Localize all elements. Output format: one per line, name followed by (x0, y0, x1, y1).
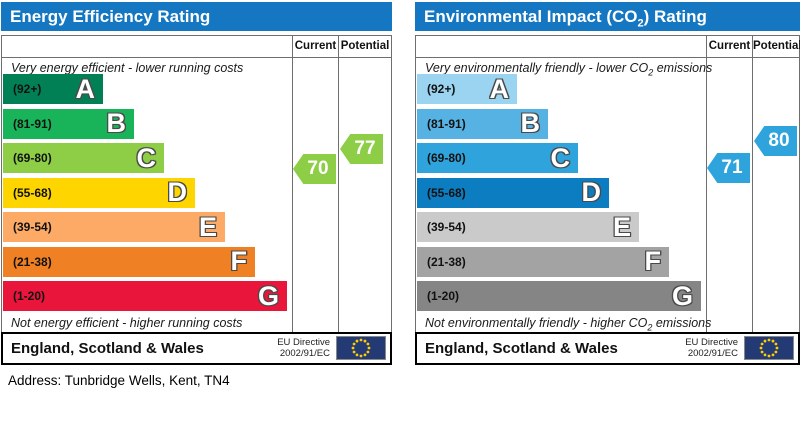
band-grade-letter: F (230, 246, 248, 276)
energy-efficiency-chart: Energy Efficiency Rating Current Potenti… (1, 2, 392, 365)
band-grade-letter: G (257, 280, 279, 311)
band-range-label: (81-91) (427, 116, 466, 131)
rating-band-c: (69-80) C (3, 143, 164, 173)
band-grade-letter: A (489, 73, 510, 104)
rating-band-f: (21-38) F (3, 246, 255, 277)
current-column-divider (292, 36, 293, 333)
eu-flag-icon (744, 336, 794, 360)
band-range-label: (39-54) (13, 220, 52, 234)
current-column-header: Current (294, 40, 337, 52)
header-divider (416, 57, 799, 58)
rating-band-f: (21-38) F (417, 246, 669, 277)
chart-title: Environmental Impact (CO2) Rating (424, 7, 707, 30)
band-range-label: (55-68) (427, 185, 466, 200)
rating-band-d: (55-68) D (3, 177, 195, 208)
eu-flag-icon (336, 336, 386, 360)
band-grade-letter: A (75, 73, 96, 104)
rating-band-e: (39-54) E (417, 212, 639, 242)
current-column-divider (706, 36, 707, 333)
rating-band-a: (92+) A (3, 74, 103, 104)
band-grade-letter: F (644, 246, 662, 276)
band-range-label: (69-80) (13, 151, 52, 165)
band-range-label: (1-20) (427, 289, 460, 303)
environmental-impact-chart: Environmental Impact (CO2) Rating Curren… (415, 2, 800, 365)
potential-column-header: Potential (753, 40, 800, 52)
potential-rating-arrow: 80 (754, 126, 797, 156)
band-grade-letter: E (612, 211, 631, 242)
rating-band-g: (1-20) G (3, 281, 287, 311)
rating-band-a: (92+) A (417, 74, 517, 104)
band-range-label: (81-91) (13, 116, 52, 131)
current-rating-arrow: 71 (707, 153, 750, 183)
band-range-label: (92+) (427, 82, 456, 96)
header-divider (2, 57, 391, 58)
region-label: England, Scotland & Wales (11, 340, 204, 357)
band-grade-letter: G (671, 280, 693, 311)
top-caption: Very environmentally friendly - lower CO… (425, 61, 713, 78)
bottom-caption: Not energy efficient - higher running co… (11, 316, 243, 330)
band-range-label: (55-68) (13, 185, 52, 200)
band-grade-letter: C (550, 142, 571, 173)
rating-band-c: (69-80) C (417, 143, 578, 173)
current-column-header: Current (708, 40, 751, 52)
potential-rating-arrow: 77 (340, 134, 383, 164)
band-grade-letter: D (581, 177, 602, 207)
chart-footer: England, Scotland & Wales EU Directive 20… (415, 332, 800, 365)
band-range-label: (69-80) (427, 151, 466, 165)
bottom-caption: Not environmentally friendly - higher CO… (425, 316, 712, 333)
rating-bands: (92+) A (81-91) B (69-80) C (55-68) D (39-54) E (2… (417, 36, 799, 333)
band-grade-letter: C (136, 142, 157, 173)
potential-column-divider (752, 36, 753, 333)
rating-band-e: (39-54) E (3, 212, 225, 242)
rating-band-b: (81-91) B (417, 108, 548, 139)
band-range-label: (92+) (13, 82, 42, 96)
band-grade-letter: D (167, 177, 188, 207)
eu-directive-label: EU Directive 2002/91/EC (685, 337, 738, 359)
potential-column-divider (338, 36, 339, 333)
rating-bands: (92+) A (81-91) B (69-80) C (55-68) D (39-54) E (2… (3, 36, 391, 333)
address-line: Address: Tunbridge Wells, Kent, TN4 (8, 373, 230, 388)
rating-table: Current Potential Very energy efficient … (1, 35, 392, 365)
band-range-label: (21-38) (13, 254, 52, 269)
eu-directive-label: EU Directive 2002/91/EC (277, 337, 330, 359)
top-caption: Very energy efficient - lower running co… (11, 61, 244, 75)
region-label: England, Scotland & Wales (425, 340, 618, 357)
chart-footer: England, Scotland & Wales EU Directive 20… (1, 332, 392, 365)
rating-band-g: (1-20) G (417, 281, 701, 311)
band-range-label: (1-20) (13, 289, 46, 303)
band-grade-letter: B (520, 108, 541, 138)
rating-band-b: (81-91) B (3, 108, 134, 139)
current-rating-arrow: 70 (293, 154, 336, 184)
rating-band-d: (55-68) D (417, 177, 609, 208)
chart-title-bar: Energy Efficiency Rating (1, 2, 392, 31)
band-range-label: (39-54) (427, 220, 466, 234)
chart-title: Energy Efficiency Rating (10, 7, 211, 26)
band-range-label: (21-38) (427, 254, 466, 269)
band-grade-letter: E (198, 211, 217, 242)
rating-table: Current Potential Very environmentally f… (415, 35, 800, 365)
potential-column-header: Potential (340, 40, 390, 52)
chart-title-bar: Environmental Impact (CO2) Rating (415, 2, 800, 31)
band-grade-letter: B (106, 108, 127, 138)
